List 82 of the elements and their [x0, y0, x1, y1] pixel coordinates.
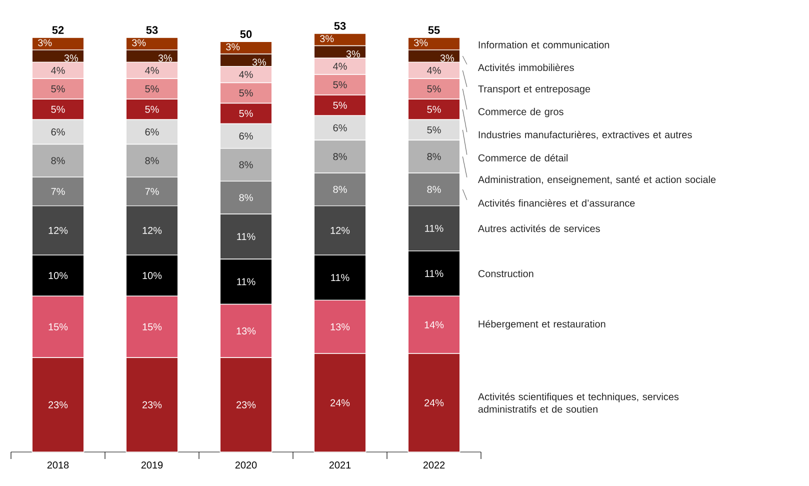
data-label: 24% — [424, 399, 444, 406]
data-label: 3% — [440, 54, 454, 62]
data-label: 3% — [226, 43, 240, 50]
x-tick-label: 2019 — [141, 462, 163, 469]
text: Commerce de détail — [478, 154, 568, 162]
data-label: 7% — [145, 188, 159, 195]
data-label: 8% — [239, 161, 253, 168]
series-label: Construction — [478, 270, 534, 278]
x-tick-label: 2021 — [329, 462, 351, 469]
series-label: Activités scientifiques et techniques, services administratifs et de soutien — [478, 392, 679, 413]
data-label: 11% — [425, 270, 444, 277]
data-label: 5% — [145, 85, 159, 92]
data-label: 11% — [425, 224, 444, 232]
data-label: 8% — [145, 157, 159, 164]
data-label: 23% — [236, 401, 256, 408]
data-label: 5% — [427, 126, 441, 134]
data-label: 8% — [239, 194, 253, 202]
data-label: 6% — [239, 132, 253, 140]
data-label: 8% — [51, 157, 65, 164]
data-label: 5% — [333, 102, 347, 109]
data-label: 4% — [145, 66, 159, 74]
data-label: 12% — [142, 226, 162, 234]
data-label: 7% — [51, 188, 65, 195]
text: Industries manufacturières, extractives et autres — [478, 130, 692, 140]
x-tick-label: 2018 — [47, 462, 69, 469]
series-label: Hébergement et restauration — [478, 320, 606, 330]
text: Commerce de gros — [478, 108, 564, 118]
data-label: 6% — [333, 124, 347, 132]
series-label: Administration, enseignement, santé et action sociale — [478, 176, 716, 186]
series-label: Activités immobilières — [478, 64, 574, 72]
series-label: Autres activités de services — [478, 224, 600, 232]
data-label: 8% — [427, 186, 441, 193]
data-label: 5% — [333, 81, 347, 88]
data-label: 3% — [320, 35, 334, 42]
data-label: 11% — [237, 278, 256, 286]
data-label: 12% — [48, 226, 68, 234]
data-label: 5% — [145, 106, 159, 113]
data-label: 10% — [48, 272, 68, 280]
data-label: 3% — [252, 58, 266, 66]
data-label: 8% — [427, 153, 441, 160]
data-label: 13% — [330, 323, 350, 330]
data-label: 8% — [333, 186, 347, 193]
x-tick-label: 2022 — [423, 462, 445, 469]
data-label: 3% — [64, 54, 78, 62]
data-label: 3% — [158, 54, 172, 62]
series-label: Information et communication — [478, 41, 610, 48]
annotation: 53 — [146, 26, 158, 34]
data-label: 3% — [38, 39, 52, 46]
data-label: 15% — [48, 323, 68, 330]
data-label: 5% — [239, 89, 253, 96]
data-label: 15% — [142, 323, 162, 330]
x-tick-label: 2020 — [235, 462, 257, 469]
annotation: 52 — [52, 26, 64, 34]
data-label: 23% — [48, 401, 68, 408]
data-label: 5% — [427, 106, 441, 113]
data-label: 4% — [51, 66, 65, 74]
annotation: 50 — [240, 30, 252, 38]
data-label: 11% — [237, 233, 256, 240]
data-label: 12% — [330, 226, 350, 234]
text: 53 — [334, 22, 346, 30]
series-label: Activités financières et d’assurance — [478, 199, 635, 207]
data-label: 4% — [239, 71, 253, 78]
series-label: Transport et entreposage — [478, 85, 590, 94]
data-label: 24% — [330, 399, 350, 406]
data-label: 11% — [331, 274, 350, 282]
data-label: 6% — [51, 128, 65, 136]
annotation: 55 — [428, 26, 440, 34]
data-label: 8% — [333, 153, 347, 160]
data-label: 23% — [142, 401, 162, 408]
data-label: 3% — [132, 39, 146, 46]
data-label: 6% — [145, 128, 159, 136]
data-label: 10% — [142, 272, 162, 280]
data-label: 14% — [424, 321, 444, 328]
data-label: 5% — [51, 106, 65, 113]
data-label: 5% — [51, 85, 65, 92]
data-label: 5% — [427, 85, 441, 92]
data-label: 13% — [236, 327, 256, 334]
data-label: 4% — [427, 66, 441, 74]
data-label: 4% — [333, 62, 347, 70]
data-label: 5% — [239, 110, 253, 117]
data-label: 3% — [414, 39, 428, 46]
data-label: 3% — [346, 50, 360, 58]
